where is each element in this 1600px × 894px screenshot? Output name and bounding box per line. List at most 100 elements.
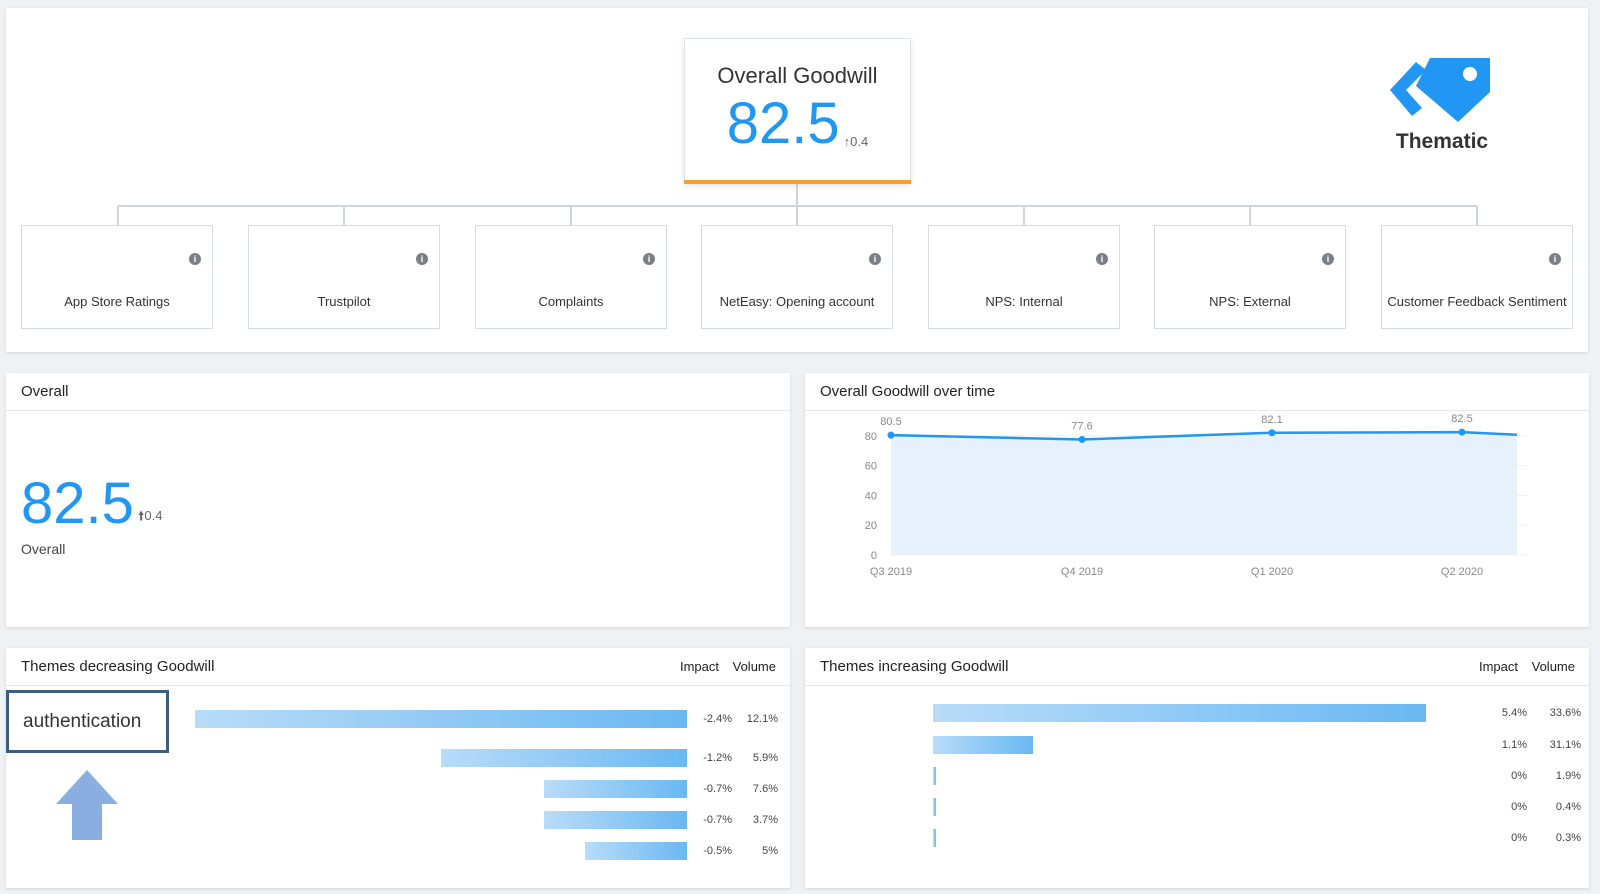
theme-row[interactable]: -0.7% 3.7% bbox=[6, 811, 790, 831]
metric-card-label: NPS: External bbox=[1209, 294, 1291, 309]
theme-row[interactable]: 1.1% 31.1% bbox=[805, 736, 1589, 756]
volume-value: 0.3% bbox=[1555, 832, 1581, 844]
x-tick-label: Q4 2019 bbox=[1061, 566, 1103, 578]
theme-row[interactable]: 5.4% 33.6% bbox=[805, 704, 1589, 724]
volume-value: 5% bbox=[762, 845, 778, 857]
theme-name: authentication bbox=[23, 711, 142, 732]
data-point[interactable] bbox=[1268, 429, 1276, 437]
info-icon[interactable]: i bbox=[1096, 253, 1108, 265]
impact-value: 0% bbox=[1511, 801, 1527, 813]
impact-value: -0.5% bbox=[703, 845, 732, 857]
impact-bar[interactable] bbox=[933, 829, 936, 847]
arrow-up-icon: ↑ bbox=[843, 134, 851, 149]
metric-card-trustpilot[interactable]: i Trustpilot bbox=[248, 225, 440, 329]
x-tick-label: Q3 2019 bbox=[870, 566, 912, 578]
metric-card-nps-external[interactable]: i NPS: External bbox=[1154, 225, 1346, 329]
thematic-logo-icon bbox=[1390, 58, 1490, 122]
impact-bar[interactable] bbox=[584, 842, 687, 860]
x-tick-label: Q1 2020 bbox=[1251, 566, 1293, 578]
overall-panel-title: Overall bbox=[6, 373, 790, 411]
volume-value: 5.9% bbox=[752, 752, 778, 764]
metric-card-neteasy-opening-account[interactable]: i NetEasy: Opening account bbox=[701, 225, 893, 329]
brand-name: Thematic bbox=[1395, 130, 1489, 153]
goodwill-card-title: Overall Goodwill bbox=[717, 63, 878, 88]
info-icon[interactable]: i bbox=[189, 253, 201, 265]
y-tick-label: 80 bbox=[865, 431, 877, 443]
info-icon[interactable]: i bbox=[1322, 253, 1334, 265]
metric-card-label: NPS: Internal bbox=[985, 294, 1063, 309]
theme-row[interactable]: -0.5% 5% bbox=[6, 842, 790, 862]
impact-bar[interactable] bbox=[933, 767, 936, 785]
overall-caption: Overall bbox=[21, 541, 66, 557]
impact-bar[interactable] bbox=[933, 798, 936, 816]
overall-delta-value: 0.4 bbox=[144, 508, 163, 523]
y-tick-label: 0 bbox=[871, 550, 877, 562]
data-label: 82.1 bbox=[1261, 414, 1282, 426]
info-icon[interactable]: i bbox=[643, 253, 655, 265]
y-tick-label: 60 bbox=[865, 461, 877, 473]
impact-bar[interactable] bbox=[933, 736, 1034, 754]
impact-value: 1.1% bbox=[1501, 739, 1527, 751]
x-tick-label: Q2 2020 bbox=[1441, 566, 1483, 578]
metric-card-label: App Store Ratings bbox=[64, 294, 170, 309]
metric-card-label: Trustpilot bbox=[317, 294, 371, 309]
impact-value: 0% bbox=[1511, 832, 1527, 844]
data-point[interactable] bbox=[1458, 428, 1466, 436]
data-point[interactable] bbox=[887, 431, 895, 439]
impact-bar[interactable] bbox=[543, 780, 687, 798]
info-icon[interactable]: i bbox=[869, 253, 881, 265]
theme-row[interactable]: -0.7% 7.6% bbox=[6, 780, 790, 800]
volume-column-header[interactable]: Volume bbox=[1531, 659, 1575, 674]
metric-card-complaints[interactable]: i Complaints bbox=[475, 225, 667, 329]
data-label: 80.5 bbox=[880, 416, 901, 428]
theme-row[interactable]: 0% 0.3% bbox=[805, 829, 1589, 849]
impact-column-header[interactable]: Impact bbox=[1478, 659, 1518, 674]
volume-value: 0.4% bbox=[1555, 801, 1581, 813]
theme-row[interactable]: 0% 1.9% bbox=[805, 767, 1589, 787]
overall-value: 82.5 bbox=[21, 471, 134, 536]
overall-goodwill-card[interactable]: Overall Goodwill 82.5 ↑0.4 bbox=[684, 38, 911, 184]
metric-card-customer-feedback-sentiment[interactable]: i Customer Feedback Sentiment bbox=[1381, 225, 1573, 329]
impact-value: -0.7% bbox=[703, 814, 732, 826]
y-tick-label: 20 bbox=[865, 520, 877, 532]
area-fill bbox=[891, 432, 1517, 555]
theme-row[interactable]: 0% 0.4% bbox=[805, 798, 1589, 818]
volume-value: 12.1% bbox=[746, 713, 778, 725]
volume-column-header[interactable]: Volume bbox=[732, 659, 776, 674]
trend-panel-title: Overall Goodwill over time bbox=[805, 373, 1589, 411]
y-tick-label: 40 bbox=[865, 490, 877, 502]
volume-value: 33.6% bbox=[1549, 707, 1581, 719]
goodwill-card-delta-value: 0.4 bbox=[850, 134, 869, 149]
impact-bar[interactable] bbox=[543, 811, 687, 829]
metric-card-label: Customer Feedback Sentiment bbox=[1387, 294, 1567, 309]
impact-column-header[interactable]: Impact bbox=[679, 659, 719, 674]
increasing-panel-title: Themes increasing Goodwill bbox=[805, 648, 1589, 686]
theme-row[interactable]: -1.2% 5.9% bbox=[6, 749, 790, 769]
card-underline bbox=[684, 180, 911, 184]
volume-value: 7.6% bbox=[752, 783, 778, 795]
info-icon[interactable]: i bbox=[416, 253, 428, 265]
themes-decreasing-panel: Themes decreasing Goodwill Impact Volume… bbox=[6, 648, 790, 888]
decreasing-panel-title: Themes decreasing Goodwill bbox=[6, 648, 790, 686]
metric-card-nps-internal[interactable]: i NPS: Internal bbox=[928, 225, 1120, 329]
metric-card-app-store-ratings[interactable]: i App Store Ratings bbox=[21, 225, 213, 329]
impact-bar[interactable] bbox=[195, 710, 687, 728]
metric-card-label: Complaints bbox=[538, 294, 604, 309]
metric-card-label: NetEasy: Opening account bbox=[719, 294, 875, 309]
data-label: 82.5 bbox=[1451, 413, 1472, 425]
overall-panel: Overall 82.5 🠙0.4 Overall bbox=[6, 373, 790, 627]
impact-value: -1.2% bbox=[703, 752, 732, 764]
data-point[interactable] bbox=[1078, 435, 1086, 443]
goodwill-card-value: 82.5 bbox=[726, 91, 840, 156]
data-label: 77.6 bbox=[1071, 420, 1092, 432]
highlighted-theme-label[interactable]: authentication bbox=[6, 690, 169, 753]
info-icon[interactable]: i bbox=[1549, 253, 1561, 265]
goodwill-card-delta: ↑0.4 bbox=[844, 134, 869, 149]
impact-bar[interactable] bbox=[933, 704, 1426, 722]
impact-bar[interactable] bbox=[441, 749, 687, 767]
theme-row[interactable]: -2.4% 12.1% bbox=[6, 710, 790, 730]
impact-value: -2.4% bbox=[703, 713, 732, 725]
pointer-arrow-icon bbox=[56, 770, 118, 840]
volume-value: 1.9% bbox=[1555, 770, 1581, 782]
